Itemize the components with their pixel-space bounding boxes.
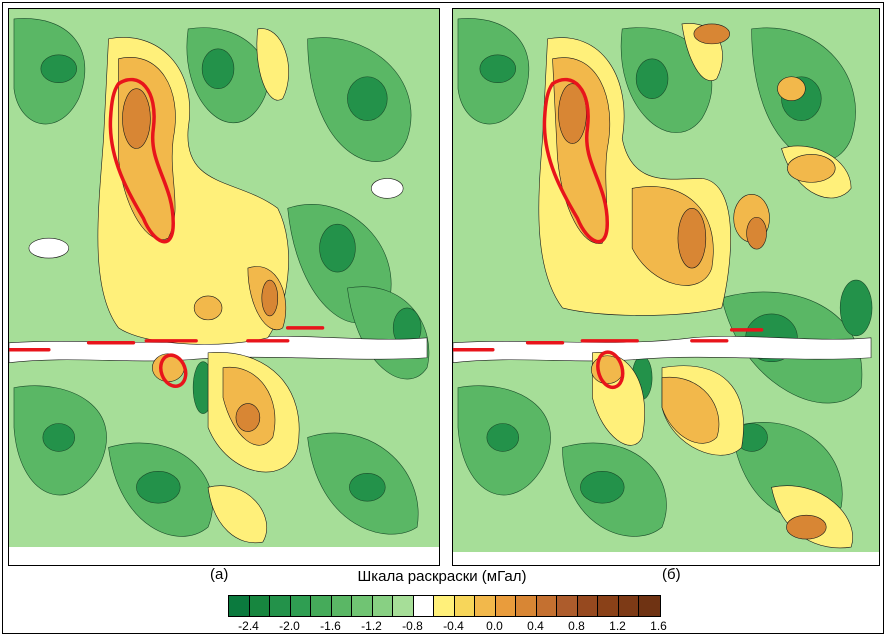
gravity-map-b	[453, 9, 879, 565]
color-scale-bar	[228, 595, 661, 617]
color-scale-tick: 0.4	[527, 619, 544, 633]
color-swatch	[352, 596, 373, 616]
color-swatch	[598, 596, 619, 616]
color-swatch	[434, 596, 455, 616]
color-swatch	[331, 596, 352, 616]
color-scale-tick: -0.4	[443, 619, 464, 633]
color-swatch	[536, 596, 557, 616]
brown-anomaly-zones	[558, 23, 827, 540]
color-swatch	[639, 596, 660, 616]
color-swatch	[249, 596, 270, 616]
color-swatch	[577, 596, 598, 616]
brown-anomaly-zones	[122, 88, 279, 432]
panel-label-a: (а)	[210, 566, 229, 583]
gravity-map-panel-a[interactable]	[8, 8, 440, 566]
highlight-outlines	[453, 77, 764, 390]
color-swatch	[475, 596, 496, 616]
color-swatch	[618, 596, 639, 616]
color-scale-tick: -0.8	[402, 619, 423, 633]
color-scale-tick: 1.2	[609, 619, 626, 633]
color-scale-tick: -2.0	[279, 619, 300, 633]
color-swatch	[516, 596, 537, 616]
color-swatch	[454, 596, 475, 616]
color-swatch	[229, 596, 250, 616]
color-scale-tick: 0.0	[486, 619, 503, 633]
color-swatch	[413, 596, 434, 616]
color-swatch	[495, 596, 516, 616]
color-swatch	[290, 596, 311, 616]
color-scale-tick: 1.6	[650, 619, 667, 633]
panel-label-b: (б)	[662, 566, 681, 583]
color-swatch	[372, 596, 393, 616]
color-scale-tick: -1.6	[320, 619, 341, 633]
color-scale-ticks: -2.4 -2.0 -1.6 -1.2 -0.8 -0.4 0.0 0.4 0.8 1.2 1.6	[228, 619, 678, 635]
color-swatch	[311, 596, 332, 616]
color-swatch	[270, 596, 291, 616]
gravity-map-a	[9, 9, 439, 565]
color-scale-title: Шкала раскраски (мГал)	[357, 568, 527, 585]
gravity-map-panel-b[interactable]	[452, 8, 880, 566]
color-scale-tick: 0.8	[568, 619, 585, 633]
color-scale-tick: -2.4	[238, 619, 259, 633]
color-swatch	[393, 596, 414, 616]
highlight-outlines	[9, 77, 325, 388]
color-swatch	[557, 596, 578, 616]
color-scale-tick: -1.2	[361, 619, 382, 633]
strong-negative-zones	[40, 48, 422, 504]
